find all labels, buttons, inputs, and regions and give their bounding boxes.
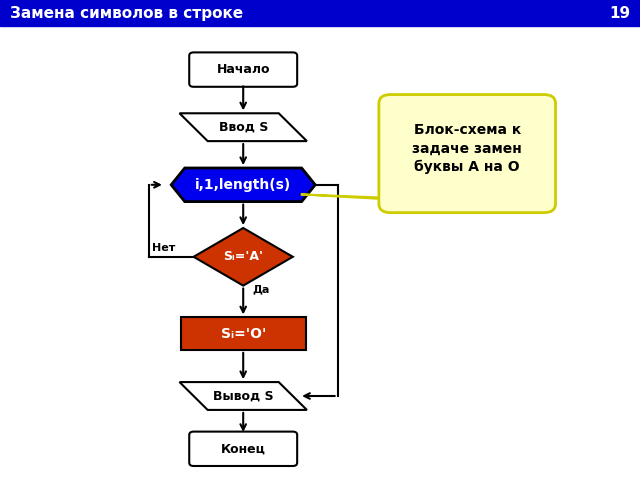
FancyBboxPatch shape <box>189 52 297 87</box>
Polygon shape <box>179 382 307 410</box>
Bar <box>180 317 306 350</box>
Polygon shape <box>179 113 307 141</box>
Text: Конец: Конец <box>221 442 266 456</box>
FancyBboxPatch shape <box>379 95 556 213</box>
Polygon shape <box>172 168 315 202</box>
Text: i,1,length(s): i,1,length(s) <box>195 178 291 192</box>
FancyBboxPatch shape <box>189 432 297 466</box>
Text: Нет: Нет <box>152 243 175 253</box>
Polygon shape <box>193 228 293 286</box>
Text: Замена символов в строке: Замена символов в строке <box>10 6 243 21</box>
Text: Ввод S: Ввод S <box>218 120 268 134</box>
Text: Да: Да <box>253 284 270 294</box>
Text: Вывод S: Вывод S <box>213 389 273 403</box>
Text: Начало: Начало <box>216 63 270 76</box>
FancyBboxPatch shape <box>0 0 640 26</box>
Polygon shape <box>301 194 448 200</box>
Text: 19: 19 <box>609 6 630 21</box>
Text: Блок-схема к
задаче замен
буквы А на О: Блок-схема к задаче замен буквы А на О <box>412 123 522 174</box>
Text: Sᵢ='O': Sᵢ='O' <box>221 326 266 341</box>
Text: Sᵢ='A': Sᵢ='A' <box>223 250 263 264</box>
